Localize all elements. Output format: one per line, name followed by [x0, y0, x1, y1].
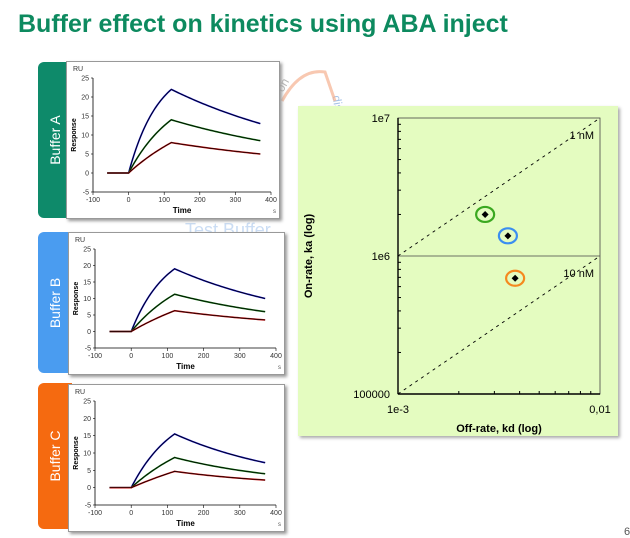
x-tick-label: 400	[270, 353, 282, 360]
data-curve	[107, 142, 261, 174]
data-curve	[109, 471, 266, 489]
y-unit-label: RU	[75, 237, 85, 244]
data-point	[481, 210, 489, 218]
data-point	[511, 274, 519, 282]
fit-curve	[109, 267, 266, 333]
x-tick-label: 300	[230, 197, 242, 204]
sensorgram-buffer-a: RU -5 0 5 10 15 20 25 -100 0 100 200 300 400 Time s Resp…	[66, 61, 280, 219]
y-tick-label: 5	[87, 313, 91, 320]
x-unit-label: s	[273, 209, 276, 215]
x-tick-label: -100	[86, 197, 100, 204]
data-curve	[109, 268, 266, 332]
y-tick-label: 25	[83, 247, 91, 254]
y-tick-label: 1e6	[372, 251, 390, 263]
x-tick-label: 0	[127, 197, 131, 204]
x-axis-label: Time	[176, 519, 195, 528]
data-curve	[109, 433, 266, 489]
x-tick-label: 300	[234, 353, 246, 360]
data-curve	[107, 88, 261, 174]
y-tick-label: 25	[81, 76, 89, 83]
y-tick-label: -5	[85, 346, 91, 353]
y-axis-label: Response	[71, 118, 78, 152]
x-tick-label: 300	[234, 510, 246, 517]
y-tick-label: 10	[81, 133, 89, 140]
data-curve	[109, 310, 266, 332]
data-curve	[109, 457, 266, 489]
iso-affinity-label: 10 nM	[563, 268, 594, 280]
y-tick-label: 15	[83, 280, 91, 287]
x-tick-label: 200	[198, 510, 210, 517]
y-tick-label: 25	[83, 399, 91, 406]
x-tick-label: 0,01	[589, 404, 610, 416]
x-axis-label: Off-rate, kd (log)	[456, 423, 542, 435]
point-highlight-ring	[505, 269, 526, 287]
x-tick-label: 0	[129, 353, 133, 360]
y-tick-label: 10	[83, 296, 91, 303]
y-axis-label: Response	[73, 436, 80, 470]
slide-title: Buffer effect on kinetics using ABA inje…	[18, 10, 508, 38]
y-axis-label: Response	[73, 282, 80, 316]
x-tick-label: 100	[158, 197, 170, 204]
y-unit-label: RU	[73, 66, 83, 73]
y-tick-label: 10	[83, 451, 91, 458]
x-tick-label: 400	[270, 510, 282, 517]
y-tick-label: -5	[83, 190, 89, 197]
x-tick-label: 200	[194, 197, 206, 204]
y-tick-label: -5	[85, 503, 91, 510]
y-axis-label: On-rate, ka (log)	[303, 213, 315, 298]
data-curve	[107, 119, 261, 174]
x-tick-label: 200	[198, 353, 210, 360]
sensorgram-buffer-c: RU -5 0 5 10 15 20 25 -100 0 100 200 300 400 Time s Resp…	[68, 384, 285, 532]
x-tick-label: 400	[265, 197, 277, 204]
point-highlight-ring	[475, 205, 496, 224]
buffer-c-label: Buffer C	[38, 383, 72, 529]
y-tick-label: 20	[81, 95, 89, 102]
x-axis-label: Time	[176, 362, 195, 371]
kinetic-map-panel: 1e7 1e6 100000 1e-3 0,01 Off-rate, kd (log) On…	[298, 106, 618, 436]
x-tick-label: 1e-3	[387, 404, 409, 416]
y-tick-label: 5	[87, 468, 91, 475]
fit-curve	[107, 88, 261, 174]
y-tick-label: 100000	[353, 389, 390, 401]
buffer-b-label: Buffer B	[38, 232, 72, 373]
sensorgram-buffer-b: RU -5 0 5 10 15 20 25 -100 0 100 200 300 400 Time s Resp…	[68, 232, 285, 375]
y-tick-label: 0	[87, 485, 91, 492]
x-tick-label: -100	[88, 353, 102, 360]
x-tick-label: -100	[88, 510, 102, 517]
y-tick-label: 0	[85, 171, 89, 178]
y-tick-label: 5	[85, 152, 89, 159]
iso-affinity-line	[397, 117, 601, 257]
page-number: 6	[624, 526, 630, 538]
y-tick-label: 1e7	[372, 113, 390, 125]
x-tick-label: 100	[162, 510, 174, 517]
point-highlight-ring	[497, 227, 519, 245]
y-tick-label: 20	[83, 263, 91, 270]
ghost-arc	[280, 70, 337, 102]
y-tick-label: 0	[87, 329, 91, 336]
iso-affinity-line	[397, 255, 601, 395]
x-tick-label: 0	[129, 510, 133, 517]
y-tick-label: 15	[83, 433, 91, 440]
iso-affinity-label: 1 nM	[570, 130, 594, 142]
y-unit-label: RU	[75, 389, 85, 396]
y-tick-label: 15	[81, 114, 89, 121]
data-curve	[109, 293, 266, 332]
x-tick-label: 100	[162, 353, 174, 360]
y-tick-label: 20	[83, 416, 91, 423]
x-unit-label: s	[278, 365, 281, 371]
data-point	[504, 232, 512, 240]
x-axis-label: Time	[173, 206, 192, 215]
x-unit-label: s	[278, 522, 281, 528]
